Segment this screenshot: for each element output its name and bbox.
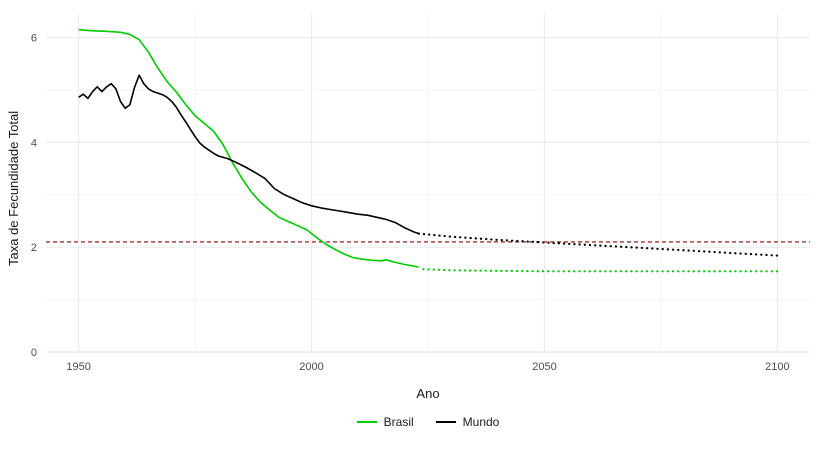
chart-legend: Brasil Mundo — [0, 415, 826, 429]
x-axis-label: Ano — [416, 386, 440, 401]
legend-key-mundo-line — [435, 421, 456, 423]
x-tick-label: 2000 — [299, 361, 323, 373]
brasil-historical-line — [78, 28, 419, 268]
chart-canvas: 1950 2000 2050 2100 0 2 4 6 — [31, 14, 810, 373]
legend-label-mundo: Mundo — [462, 415, 500, 429]
mundo-projection-line — [417, 232, 779, 257]
y-tick-label: 6 — [31, 33, 37, 45]
x-tick-label: 1950 — [66, 361, 90, 373]
y-tick-label: 0 — [31, 347, 37, 359]
mundo-historical-line — [78, 74, 419, 235]
legend-label-brasil: Brasil — [383, 415, 414, 429]
x-tick-label: 2100 — [765, 361, 789, 373]
y-tick-label: 4 — [31, 137, 37, 149]
y-axis-label: Taxa de Fecundidade Total — [6, 110, 21, 266]
legend-key-brasil-line — [356, 421, 377, 423]
y-tick-label: 2 — [31, 242, 37, 254]
legend-item-brasil: Brasil — [356, 415, 414, 429]
x-tick-label: 2050 — [532, 361, 556, 373]
brasil-projection-line — [422, 268, 779, 273]
legend-item-mundo: Mundo — [435, 415, 500, 429]
